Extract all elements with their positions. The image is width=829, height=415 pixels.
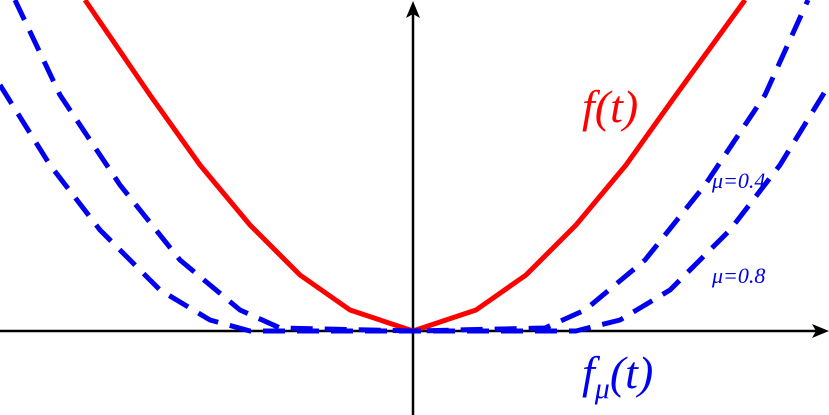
curve — [12, 0, 811, 334]
x-axis-arrow — [812, 324, 829, 338]
curve-label: μ=0.8 — [711, 263, 765, 288]
curve — [82, 0, 748, 334]
annotation-arg: (t) — [610, 347, 653, 398]
curve-label: f(t) — [582, 81, 638, 132]
annotation: fμ(t) — [582, 347, 653, 405]
curve — [0, 83, 829, 334]
curve-label: μ=0.4 — [711, 168, 765, 193]
annotation-sub: μ — [594, 372, 610, 405]
y-axis-arrow — [406, 1, 420, 18]
